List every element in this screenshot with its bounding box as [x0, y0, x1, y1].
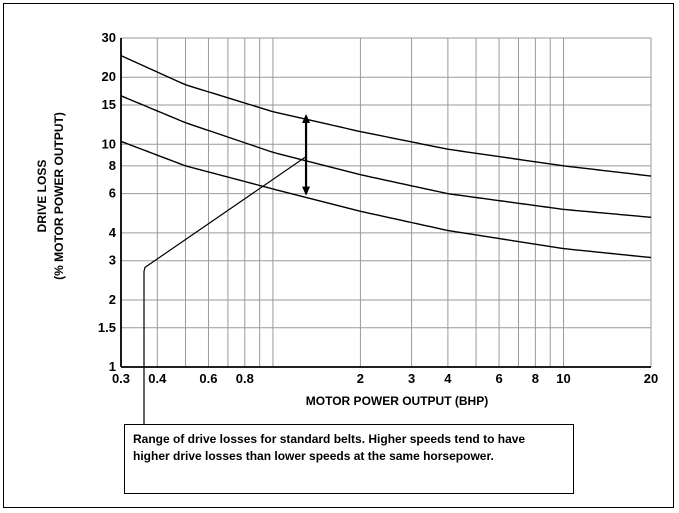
y-tick-label: 10 — [102, 136, 116, 151]
y-tick-label: 6 — [109, 186, 116, 201]
callout-leader-line — [143, 156, 307, 424]
x-tick-label: 10 — [556, 371, 570, 386]
y-tick-label: 30 — [102, 30, 116, 45]
series-line-2 — [120, 95, 652, 218]
x-tick-label: 2 — [357, 371, 364, 386]
x-axis-title: MOTOR POWER OUTPUT (BHP) — [306, 394, 488, 408]
y-tick-label: 4 — [109, 225, 117, 240]
range-marker-top-arrow — [302, 113, 311, 123]
x-tick-label: 0.4 — [148, 371, 167, 386]
x-tick-label: 6 — [495, 371, 502, 386]
y-axis-title: DRIVE LOSS — [35, 160, 49, 233]
y-tick-label: 3 — [109, 253, 116, 268]
series-line-3 — [120, 140, 652, 259]
range-note-box: Range of drive losses for standard belts… — [124, 424, 574, 494]
y-tick-label: 20 — [102, 69, 116, 84]
y-axis-title-units: (% MOTOR POWER OUTPUT) — [52, 112, 66, 280]
y-tick-label: 1.5 — [98, 320, 116, 335]
y-tick-label: 15 — [102, 97, 116, 112]
x-tick-label: 0.3 — [112, 371, 130, 386]
range-note-text: Range of drive losses for standard belts… — [133, 432, 526, 463]
series-line-1 — [120, 55, 652, 177]
x-tick-label: 0.8 — [236, 371, 254, 386]
x-tick-label: 20 — [644, 371, 658, 386]
x-tick-label: 0.6 — [199, 371, 217, 386]
x-tick-label: 3 — [408, 371, 415, 386]
y-tick-label: 1 — [109, 359, 116, 374]
x-tick-label: 8 — [532, 371, 539, 386]
range-marker-bottom-arrow — [302, 186, 311, 196]
y-tick-label: 8 — [109, 158, 116, 173]
x-tick-label: 4 — [444, 371, 452, 386]
y-tick-label: 2 — [109, 292, 116, 307]
figure-frame — [3, 3, 674, 508]
